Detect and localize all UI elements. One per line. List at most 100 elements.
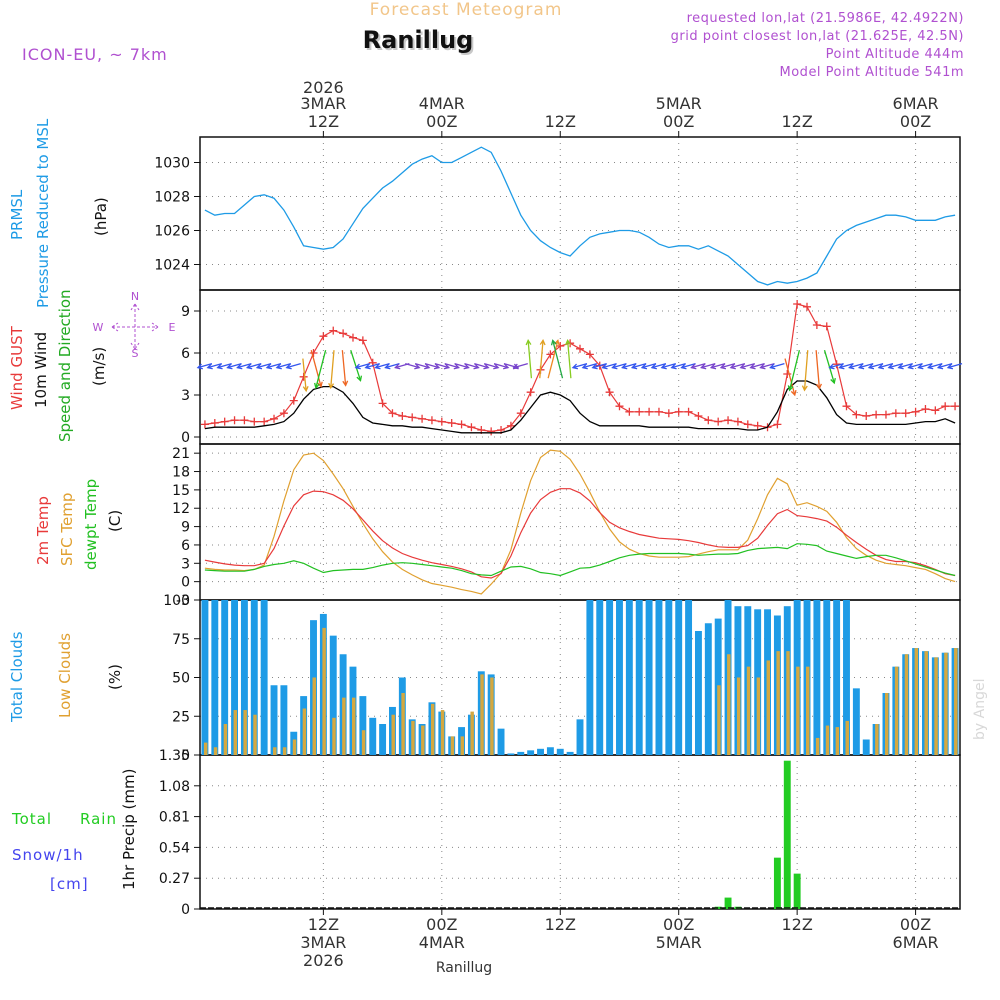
wind-arrowhead	[571, 363, 579, 370]
gust-marker	[812, 321, 821, 329]
compass-e: E	[169, 321, 176, 334]
wind-arrow	[789, 350, 801, 391]
ytick-label: 3	[181, 556, 190, 572]
wind-arrowhead	[640, 363, 648, 370]
wind-arrowhead	[539, 339, 546, 346]
wind-arrowhead	[830, 377, 836, 385]
cloud-total-bar	[329, 635, 337, 755]
wind-arrow	[276, 362, 292, 369]
gust-marker	[270, 414, 279, 423]
wind-arrowhead	[787, 385, 794, 392]
rain-bar	[724, 897, 732, 909]
cloud-low-bar	[875, 724, 879, 755]
pressure-line	[204, 146, 956, 286]
wind-arrow	[622, 362, 637, 369]
wind-arrowhead	[680, 363, 687, 370]
gust-marker	[941, 402, 950, 411]
gust-marker	[437, 417, 446, 426]
cloud-low-bar	[480, 674, 484, 755]
cloud-low-bar	[796, 666, 800, 755]
cloud-low-bar	[470, 711, 474, 755]
ytick-label: 9	[181, 520, 190, 536]
cloud-low-bar	[845, 720, 849, 755]
wind-arrowhead	[314, 382, 320, 390]
wind-arrowhead	[483, 363, 490, 370]
wind-arrowhead	[838, 363, 845, 370]
ytick-label: 1.08	[159, 779, 190, 795]
wind-arrow	[547, 340, 559, 379]
wind-arrowhead	[591, 363, 598, 370]
cloud-low-bar	[332, 717, 336, 755]
cloud-total-bar	[566, 751, 574, 755]
ytick-label: 1030	[154, 156, 190, 172]
model-label: ICON-EU, ~ 7km	[22, 45, 168, 64]
panel-frame	[199, 289, 961, 445]
wind-arrowhead	[473, 363, 480, 370]
cloud-low-bar	[243, 710, 247, 755]
cloud-low-bar	[292, 739, 297, 755]
wind-arrow	[760, 362, 775, 369]
bottom-tick-label: 4MAR	[419, 933, 465, 952]
ytick-label: 0.81	[159, 810, 190, 826]
temp2m-line	[204, 488, 956, 579]
gust-marker	[526, 388, 535, 397]
model-altitude: Model Point Altitude 541m	[780, 65, 964, 80]
wind-arrowhead	[374, 363, 381, 370]
dewpt-line	[204, 543, 956, 577]
cloud-total-bar	[625, 600, 633, 755]
cloud-total-bar	[685, 600, 693, 755]
cloud-low-bar	[884, 693, 889, 755]
gust-marker	[467, 423, 476, 432]
ytick-label: 1024	[154, 258, 190, 274]
gust-label: Wind GUST	[8, 325, 26, 410]
rain-bar	[773, 857, 781, 909]
cloud-total-bar	[576, 719, 584, 755]
rain-label: Rain	[80, 810, 117, 828]
cloud-total-bar	[250, 600, 258, 755]
wind-arrowhead	[887, 363, 894, 370]
gust-marker	[516, 409, 525, 418]
total-rain-label: Total	[11, 810, 52, 828]
cloud-total-bar	[211, 600, 219, 755]
pressure-label: Pressure Reduced to MSL	[34, 118, 52, 308]
cloud-total-bar	[507, 753, 515, 755]
bottom-tick-label: 00Z	[663, 915, 694, 934]
wind-arrowhead	[394, 363, 401, 370]
wind-arrow	[405, 362, 420, 369]
wind-arrow	[539, 340, 544, 379]
gust-marker	[714, 417, 723, 426]
cloud-low-bar	[490, 677, 494, 755]
cloud-low-bar	[954, 648, 958, 755]
wind-arrowhead	[342, 380, 349, 387]
precip-unit: 1hr Precip (mm)	[120, 769, 138, 890]
cloud-low-bar	[746, 666, 751, 755]
wind-arrowhead	[245, 363, 253, 370]
panels: 10241026102810300369-3036912151821025507…	[8, 118, 963, 918]
panel-pressure: 1024 1026 1028 1030	[154, 136, 961, 291]
gust-marker	[911, 407, 920, 416]
wind-arrow	[247, 362, 262, 369]
wind-arrow	[602, 362, 617, 369]
ytick-label: 100	[163, 593, 190, 609]
wind-arrow	[661, 362, 677, 369]
gust-marker	[388, 409, 397, 418]
bottom-year-label: 2026	[303, 951, 344, 970]
top-tick-label: 12Z	[781, 112, 812, 131]
gust-marker	[260, 417, 269, 426]
cloud-low-bar	[944, 652, 948, 755]
footer-location: Ranillug	[436, 960, 492, 976]
wind-arrow	[701, 362, 716, 369]
wind-arrow	[217, 362, 232, 369]
wind-arrowhead	[690, 363, 697, 370]
wind-arrowhead	[917, 363, 924, 370]
wind-arrow	[868, 362, 884, 369]
wind-arrow	[310, 350, 322, 387]
top-tick-label: 6MAR	[893, 94, 939, 113]
gust-marker	[674, 407, 683, 416]
wind-arrowhead	[621, 363, 628, 370]
wind-arrowhead	[226, 363, 233, 370]
temp2m-label: 2m Temp	[34, 496, 52, 565]
cloud-low-bar	[776, 651, 780, 755]
bottom-tick-label: 00Z	[900, 915, 931, 934]
